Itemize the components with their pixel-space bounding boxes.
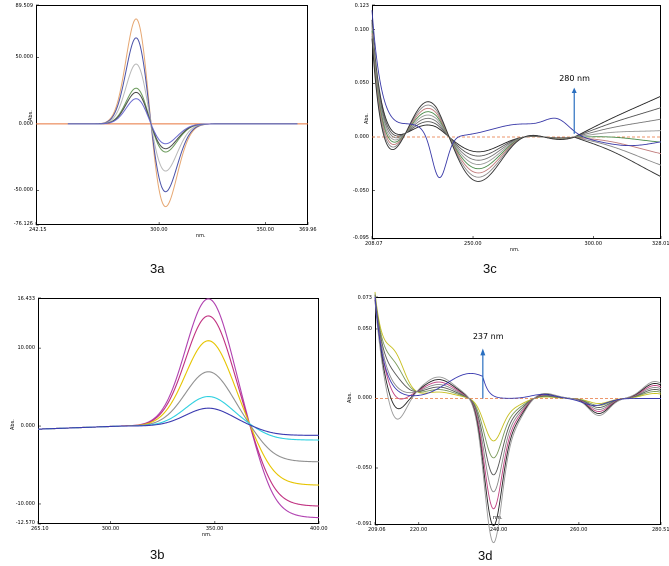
chart-3a-x-tick-label: 300.00 (150, 227, 168, 233)
chart-3d-y-tick-label: -0.091 (355, 521, 372, 527)
chart-3d-y-tick-label: -0.050 (355, 465, 372, 471)
chart-3c-series-line (371, 19, 662, 153)
chart-3c-annotation-label: 280 nm (559, 73, 590, 83)
chart-3c-x-tick-label: 250.00 (464, 241, 482, 247)
chart-3a-plot-area (35, 4, 309, 226)
chart-3d-series-line (374, 299, 662, 527)
chart-3a: Abs. nm. 3a 242.15 300.00 350.00 369.96 89.5… (0, 0, 320, 276)
chart-3a-y-tick-label: -76.126 (13, 221, 33, 227)
chart-3a-series-line (67, 98, 298, 145)
chart-3d-annotation-arrowhead (480, 348, 486, 356)
chart-3b-y-tick-label: 16.433 (17, 296, 36, 302)
chart-3c-y-tick-label: 0.123 (354, 3, 369, 9)
chart-3d-x-tick-label: 220.00 (409, 527, 428, 533)
chart-3d-y-tick-label: 0.050 (357, 325, 372, 332)
chart-3b-frame (38, 298, 319, 524)
chart-3a-series-line (67, 37, 298, 193)
chart-3b-x-tick-label: 400.00 (310, 526, 328, 532)
chart-3a-y-tick-label: -50.000 (13, 187, 33, 194)
chart-3b-x-tick-label: 300.00 (101, 526, 120, 532)
chart-3b-series-line (37, 315, 320, 507)
chart-3d-x-tick-label: 240.00 (489, 527, 508, 533)
chart-3d-x-axis-label: nm. (493, 515, 503, 521)
chart-3c-series-line (371, 10, 662, 179)
chart-3b: Abs. nm. 3b 265.10 300.00 350.00 400.00 16.4… (0, 290, 330, 566)
chart-3b-series-line (37, 371, 320, 463)
chart-3b-y-tick-label: -12.570 (15, 520, 35, 526)
chart-3c-y-tick-label: 0.100 (354, 26, 369, 33)
chart-3b-plot-area (37, 297, 320, 525)
chart-3a-frame (36, 5, 308, 225)
chart-3c-series-line (371, 27, 662, 165)
chart-3d-series-line (374, 295, 662, 476)
chart-3a-series-line (67, 91, 298, 150)
chart-3c-y-tick-label: -0.050 (352, 187, 369, 194)
chart-3b-y-tick-label: -10.000 (15, 500, 35, 507)
chart-3c-series-line (371, 38, 662, 182)
caption-3a: 3a (150, 261, 165, 276)
chart-3c-x-axis-label: nm. (510, 247, 520, 253)
chart-3c-x-tick-label: 328.01 (652, 241, 669, 247)
chart-3c-series-line (371, 35, 662, 178)
chart-3a-x-tick-label: 369.96 (299, 227, 317, 233)
chart-3c-plot-area (371, 4, 662, 240)
caption-3b: 3b (150, 547, 165, 562)
chart-3c-series-line (371, 33, 662, 174)
chart-3d-series-line (374, 296, 661, 406)
chart-3c-y-tick-label: 0.000 (354, 134, 369, 141)
caption-3c: 3c (483, 261, 497, 276)
chart-3d-y-tick-label: 0.000 (357, 395, 372, 402)
chart-3a-y-tick-label: 0.000 (18, 120, 33, 127)
chart-3c: Abs. nm. 3c 208.07 250.00 300.00 328.01 0.12… (330, 0, 669, 285)
chart-3d-x-tick-label: 260.00 (569, 527, 588, 533)
chart-3c-x-tick-label: 208.07 (365, 241, 383, 247)
chart-3b-x-tick-label: 350.00 (205, 526, 224, 532)
chart-3b-x-axis-label: nm. (202, 532, 212, 538)
chart-3a-x-tick-label: 350.00 (256, 227, 275, 233)
chart-3a-y-tick-label: 50.000 (15, 54, 34, 61)
chart-3c-series-line (371, 22, 662, 157)
chart-3d-series-line (374, 301, 662, 544)
chart-3b-x-tick-label: 265.10 (31, 526, 49, 532)
chart-3d-plot-area (374, 291, 662, 544)
chart-3d-x-tick-label: 280.51 (652, 527, 669, 533)
chart-3c-y-tick-label: 0.050 (354, 80, 369, 87)
chart-3c-frame (372, 5, 661, 239)
chart-3b-series-line (37, 298, 320, 519)
chart-3c-y-tick-label: -0.095 (352, 235, 369, 241)
chart-3d-x-tick-label: 209.06 (368, 527, 386, 533)
chart-3b-series-line (37, 407, 320, 436)
chart-3c-annotation-arrowhead (571, 87, 577, 94)
chart-3d-series-line (374, 293, 662, 459)
caption-3d: 3d (478, 548, 493, 563)
chart-3a-series-line (67, 18, 298, 208)
chart-3b-y-tick-label: 10.000 (17, 345, 36, 352)
chart-3d-frame (375, 297, 661, 525)
chart-3d-series-line (374, 298, 662, 510)
chart-3a-y-tick-label: 89.509 (15, 3, 34, 9)
chart-3b-y-tick-label: 0.000 (20, 423, 35, 430)
chart-3d-y-tick-label: 0.073 (357, 295, 372, 301)
chart-3c-x-tick-label: 300.00 (584, 241, 603, 247)
chart-3a-x-axis-label: nm. (196, 233, 206, 239)
chart-3d: Abs. nm. 3d 209.06 220.00 240.00 260.00 280.… (330, 290, 669, 566)
chart-3a-x-tick-label: 242.15 (29, 227, 47, 233)
chart-3d-series-line (374, 296, 662, 493)
chart-3d-annotation-label: 237 nm (472, 332, 504, 342)
